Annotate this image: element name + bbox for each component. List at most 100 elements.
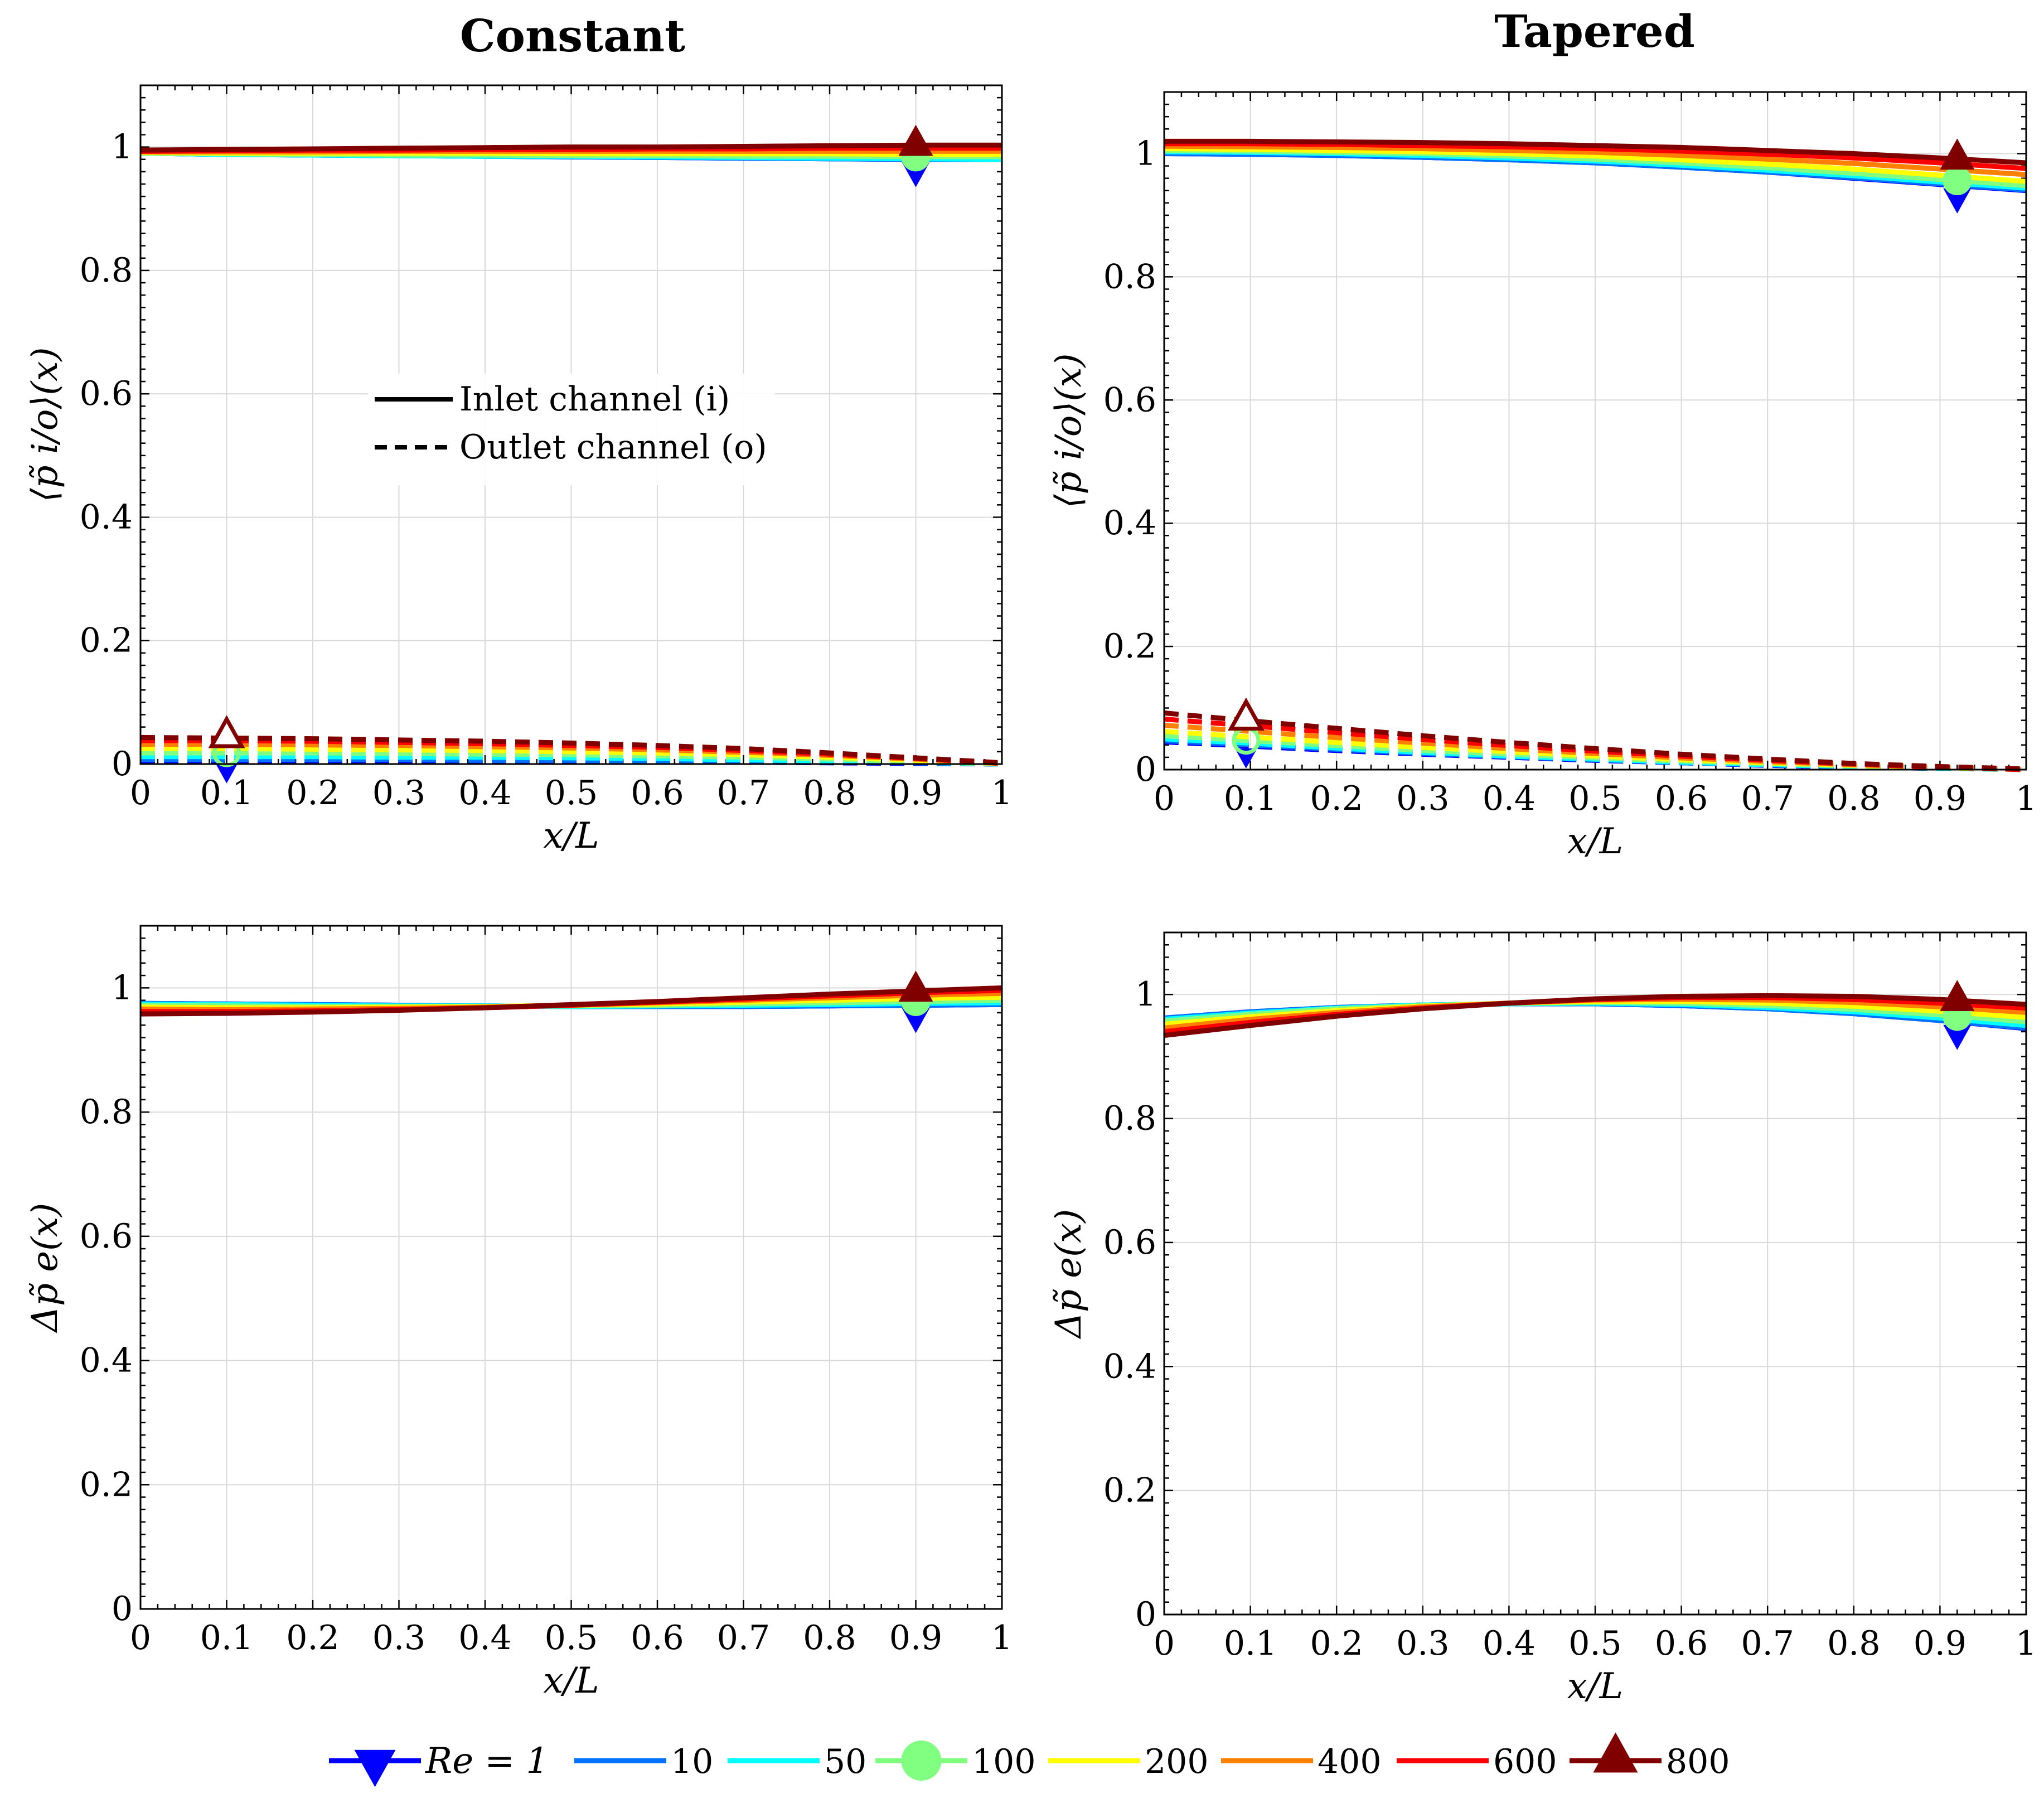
- tapered-dp-x-tick-label: 0.8: [1827, 1624, 1880, 1663]
- tapered-pressure-marker-re800: [1940, 138, 1975, 170]
- constant-dp-dp-line-re800: [140, 985, 1002, 1017]
- constant-pressure-outlet-line-re800: [140, 734, 1002, 766]
- constant-dp-x-tick-label: 0.9: [889, 1618, 942, 1657]
- constant-pressure-marker-re800: [898, 124, 933, 156]
- legend-label-re600: 600: [1493, 1742, 1557, 1781]
- tapered-dp-x-tick-label: 0.7: [1741, 1624, 1794, 1663]
- tapered-dp-x-tick-label: 0.6: [1655, 1624, 1708, 1663]
- tapered-pressure-x-tick-label: 0.3: [1396, 779, 1449, 818]
- reynolds-legend: Re = 1 10 50 100 200 400 600 800: [329, 1732, 1730, 1787]
- constant-pressure-x-axis-label: x/L: [543, 815, 599, 857]
- tapered-pressure-x-axis-label: x/L: [1567, 821, 1623, 862]
- legend-marker-re1: [354, 1749, 396, 1787]
- constant-dp-y-tick-label: 0.6: [80, 1217, 133, 1256]
- tapered-dp-plot-frame: [1163, 931, 2027, 1616]
- tapered-pressure-x-tick-label: 0.2: [1310, 779, 1363, 818]
- tapered-dp-x-tick-label: 0.2: [1310, 1624, 1363, 1663]
- column-title-tapered: Tapered: [1494, 5, 1695, 57]
- tapered-pressure-outlet-marker-re800: [1227, 697, 1265, 731]
- tapered-dp-marker-re1: [1943, 1024, 1972, 1050]
- tapered-pressure-y-tick-label: 1: [1135, 134, 1156, 173]
- constant-dp-x-tick-label: 0.6: [631, 1618, 684, 1657]
- tapered-dp-y-tick-label: 0.4: [1103, 1347, 1156, 1386]
- constant-pressure-y-tick-label: 0.4: [80, 497, 133, 536]
- tapered-dp-x-axis-label: x/L: [1567, 1666, 1623, 1707]
- outlet-legend-label: Outlet channel (o): [459, 428, 767, 467]
- constant-pressure-x-tick-label: 0.8: [803, 774, 856, 813]
- tapered-pressure-x-tick-label: 0.8: [1827, 779, 1880, 818]
- tapered-pressure-x-tick-label: 0.5: [1568, 779, 1621, 818]
- tapered-dp-y-axis-label: Δp̃ e(x): [1048, 1209, 1089, 1340]
- tapered-pressure-marker-re100: [1943, 166, 1972, 196]
- tapered-pressure-x-tick-label: 0.1: [1224, 779, 1277, 818]
- legend-label-re200: 200: [1145, 1742, 1209, 1781]
- tapered-pressure-marker-re1: [1943, 188, 1972, 214]
- constant-dp-x-tick-label: 0.4: [458, 1618, 511, 1657]
- tapered-pressure-y-tick-label: 0: [1135, 750, 1156, 789]
- tapered-dp-x-tick-label: 1: [2016, 1624, 2037, 1663]
- constant-pressure-x-tick-label: 0.9: [889, 774, 942, 813]
- constant-pressure-x-tick-label: 0.6: [631, 774, 684, 813]
- tapered-pressure-inlet-line-re200: [1164, 146, 2027, 184]
- constant-pressure-outlet-line-re100: [141, 750, 1002, 767]
- constant-pressure-x-tick-label: 0: [130, 774, 151, 813]
- constant-pressure-outlet-line-re50: [141, 754, 1002, 767]
- panel-constant-pressure: 0 0.1 0.2 0.3 0.4 0.5 0.6 0.7 0.8 0.9 1 0 0.2 0.4 0.6 0…: [25, 84, 1013, 857]
- tapered-dp-y-tick-label: 0.6: [1103, 1223, 1156, 1262]
- line-style-legend-box: [368, 374, 775, 485]
- constant-pressure-y-axis-label: ⟨p̃ i/o⟩(x): [25, 347, 66, 502]
- constant-pressure-y-tick-label: 0.2: [80, 621, 133, 660]
- panel-constant-dp: 0 0.1 0.2 0.3 0.4 0.5 0.6 0.7 0.8 0.9 1 0 0.2 0.4 0.6 0…: [25, 925, 1013, 1702]
- tapered-pressure-y-tick-label: 0.2: [1103, 627, 1156, 666]
- tapered-pressure-y-axis-label: ⟨p̃ i/o⟩(x): [1048, 354, 1089, 509]
- constant-dp-x-tick-label: 0.8: [803, 1618, 856, 1657]
- legend-marker-re800: [1593, 1732, 1638, 1773]
- tapered-pressure-x-tick-label: 0.4: [1483, 779, 1536, 818]
- constant-dp-y-axis-label: Δp̃ e(x): [25, 1203, 66, 1333]
- column-title-constant: Constant: [460, 9, 685, 62]
- inlet-legend-label: Inlet channel (i): [459, 380, 730, 419]
- tapered-dp-x-tick-label: 0.9: [1914, 1624, 1966, 1663]
- constant-dp-marker-re800: [898, 970, 933, 1002]
- constant-pressure-outlet-marker-re800: [208, 715, 245, 748]
- constant-dp-x-tick-label: 0: [130, 1618, 151, 1657]
- constant-pressure-y-tick-label: 0.6: [80, 374, 133, 413]
- constant-pressure-x-tick-label: 0.5: [545, 774, 598, 813]
- constant-dp-y-tick-label: 0: [112, 1589, 133, 1628]
- tapered-pressure-y-tick-label: 0.8: [1103, 257, 1156, 296]
- tapered-dp-x-tick-label: 0.3: [1396, 1624, 1449, 1663]
- panel-tapered-dp: 0 0.1 0.2 0.3 0.4 0.5 0.6 0.7 0.8 0.9 1 0 0.2 0.4 0.6 0…: [1048, 931, 2037, 1707]
- tapered-dp-dp-line-re800: [1164, 993, 2027, 1038]
- tapered-pressure-y-tick-label: 0.6: [1103, 380, 1156, 419]
- constant-dp-y-tick-label: 0.2: [80, 1465, 133, 1504]
- tapered-dp-x-tick-label: 0.1: [1224, 1624, 1277, 1663]
- legend-label-re800: 800: [1666, 1742, 1730, 1781]
- constant-dp-x-tick-label: 0.5: [545, 1618, 598, 1657]
- legend-label-re10: 10: [671, 1742, 713, 1781]
- tapered-pressure-y-tick-label: 0.4: [1103, 504, 1156, 543]
- tapered-dp-marker-re800: [1940, 980, 1975, 1012]
- legend-marker-re100: [901, 1741, 942, 1781]
- tapered-dp-y-tick-label: 0.8: [1103, 1099, 1156, 1138]
- constant-pressure-x-tick-label: 0.7: [717, 774, 770, 813]
- constant-dp-x-tick-label: 0.7: [717, 1618, 770, 1657]
- constant-dp-x-tick-label: 0.3: [372, 1618, 425, 1657]
- tapered-pressure-plot-frame: [1163, 91, 2027, 771]
- tapered-pressure-inlet-line-re400: [1164, 143, 2027, 177]
- constant-dp-x-tick-label: 1: [991, 1618, 1013, 1657]
- constant-pressure-x-tick-label: 0.1: [200, 774, 253, 813]
- constant-pressure-y-tick-label: 0: [112, 745, 133, 784]
- tapered-pressure-x-tick-label: 0: [1154, 779, 1175, 818]
- constant-dp-x-tick-label: 0.2: [286, 1618, 339, 1657]
- constant-pressure-x-tick-label: 0.2: [286, 774, 339, 813]
- tapered-dp-y-tick-label: 0.2: [1103, 1471, 1156, 1510]
- legend-label-re50: 50: [824, 1742, 866, 1781]
- constant-dp-y-tick-label: 0.4: [80, 1341, 133, 1380]
- constant-pressure-outlet-line-re200: [141, 746, 1002, 766]
- panel-tapered-pressure: 0 0.1 0.2 0.3 0.4 0.5 0.6 0.7 0.8 0.9 1 0 0.2 0.4 0.6 0…: [1048, 91, 2037, 862]
- legend-label-re1: Re = 1: [425, 1741, 549, 1782]
- tapered-pressure-x-tick-label: 0.6: [1655, 779, 1708, 818]
- constant-dp-y-tick-label: 1: [112, 968, 133, 1007]
